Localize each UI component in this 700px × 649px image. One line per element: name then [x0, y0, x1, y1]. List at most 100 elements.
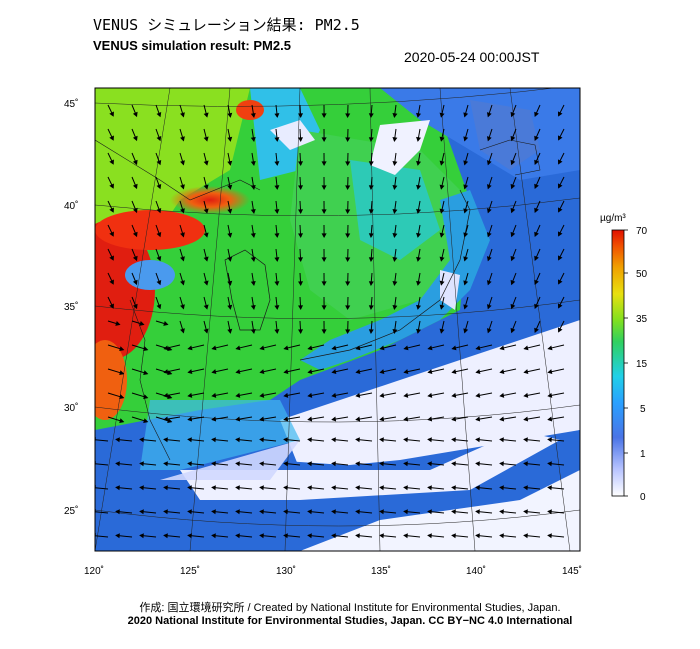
wind-arrow-head	[427, 509, 432, 515]
wind-arrow-head	[345, 257, 351, 263]
wind-arrow-head	[475, 416, 481, 422]
wind-arrow-head	[463, 328, 469, 334]
wind-arrow-head	[274, 113, 280, 118]
wind-arrow-head	[451, 392, 457, 398]
wind-arrow-head	[156, 136, 162, 142]
wind-arrow-head	[427, 437, 432, 443]
wind-arrow-head	[510, 135, 516, 142]
wind-arrow-head	[203, 256, 209, 262]
wind-arrow-head	[486, 232, 492, 238]
wind-arrow-head	[355, 416, 361, 422]
wind-arrow-head	[132, 303, 138, 310]
colorbar-tick: 70	[636, 226, 648, 237]
wind-arrow-head	[163, 509, 168, 515]
wind-arrow-head	[132, 207, 138, 214]
wind-arrow-head	[163, 321, 169, 326]
wind-arrow-head	[321, 233, 327, 239]
wind-arrow-head	[463, 256, 469, 262]
wind-arrow-head	[307, 345, 313, 351]
wind-arrow-head	[416, 112, 422, 118]
wind-arrow-head	[499, 369, 505, 374]
wind-arrow-head	[534, 231, 539, 237]
wind-arrow-head	[211, 369, 217, 374]
wind-arrow-head	[416, 328, 422, 334]
wind-arrow-head	[119, 418, 125, 424]
wind-arrow-head	[298, 281, 304, 287]
wind-arrow-head	[298, 113, 304, 119]
wind-arrow-head	[187, 392, 193, 398]
wind-arrow-head	[510, 207, 516, 214]
wind-arrow-head	[259, 437, 264, 443]
wind-arrow-head	[180, 232, 185, 238]
wind-arrow-head	[475, 509, 480, 515]
wind-arrow-head	[486, 112, 492, 118]
wind-arrow-head	[115, 485, 120, 491]
wind-arrow-head	[523, 437, 528, 443]
wind-arrow-head	[368, 329, 374, 335]
wind-arrow-head	[211, 416, 217, 422]
wind-arrow-head	[227, 112, 233, 118]
credit-line-1: 作成: 国立環境研究所 / Created by National Instit…	[139, 602, 561, 614]
wind-arrow-head	[463, 160, 469, 166]
wind-arrow-head	[486, 304, 492, 310]
wind-arrow-head	[355, 509, 360, 515]
wind-arrow-head	[109, 111, 114, 117]
wind-arrow-head	[557, 111, 563, 117]
wind-arrow-head	[534, 303, 539, 309]
wind-arrow-head	[139, 509, 144, 515]
wind-arrow-head	[235, 533, 240, 539]
map-frame	[94, 87, 581, 552]
wind-arrow-head	[427, 533, 432, 539]
wind-arrow-head	[547, 416, 553, 422]
wind-arrow-head	[139, 321, 145, 326]
wind-arrow-head	[392, 136, 398, 142]
wind-arrow-head	[355, 345, 361, 351]
colorbar-tick: 0	[640, 492, 646, 503]
wind-arrow-head	[211, 461, 216, 467]
wind-arrow-head	[345, 185, 351, 191]
wind-arrow-head	[355, 485, 360, 491]
wind-arrow-head	[331, 509, 336, 515]
wind-arrow-head	[250, 112, 256, 118]
wind-arrow-head	[211, 533, 216, 539]
wind-arrow-head	[427, 461, 432, 467]
lon-label: 135˚	[371, 565, 391, 577]
wind-arrow-head	[163, 416, 169, 422]
wind-arrow-head	[463, 112, 469, 118]
wind-arrow-head	[227, 256, 233, 262]
wind-arrow-head	[523, 509, 528, 515]
wind-arrow-head	[451, 345, 457, 351]
wind-arrow-head	[379, 461, 384, 467]
wind-arrow-head	[547, 461, 552, 467]
wind-arrow-head	[298, 161, 304, 167]
wind-arrow-head	[143, 418, 149, 424]
wind-arrow-head	[298, 233, 304, 239]
wind-arrow-head	[250, 232, 256, 238]
wind-arrow-head	[143, 394, 149, 400]
wind-arrow-head	[368, 305, 374, 311]
wind-arrow-head	[227, 208, 233, 214]
wind-arrow-head	[163, 437, 168, 443]
wind-arrow-head	[368, 257, 374, 263]
wind-arrow-head	[486, 280, 492, 286]
wind-arrow-head	[274, 137, 280, 142]
wind-arrow-head	[427, 485, 432, 491]
wind-arrow-head	[307, 533, 312, 539]
wind-arrow-head	[368, 209, 374, 215]
wind-arrow-head	[439, 184, 445, 190]
wind-arrow-head	[235, 437, 240, 443]
wind-arrow-head	[321, 161, 327, 167]
wind-arrow-head	[187, 485, 192, 491]
wind-arrow-head	[235, 392, 241, 398]
wind-arrow-head	[180, 208, 185, 214]
colorbar-tick: 35	[636, 314, 648, 325]
wind-arrow-head	[187, 416, 193, 422]
wind-arrow-head	[227, 136, 233, 142]
wind-arrow-head	[403, 437, 408, 443]
colorbar-tick: 50	[636, 269, 648, 280]
wind-arrow-head	[439, 136, 445, 142]
wind-arrow-head	[156, 280, 162, 286]
wind-arrow-head	[547, 345, 553, 351]
wind-arrow-head	[439, 304, 445, 310]
wind-arrow-head	[109, 207, 114, 213]
